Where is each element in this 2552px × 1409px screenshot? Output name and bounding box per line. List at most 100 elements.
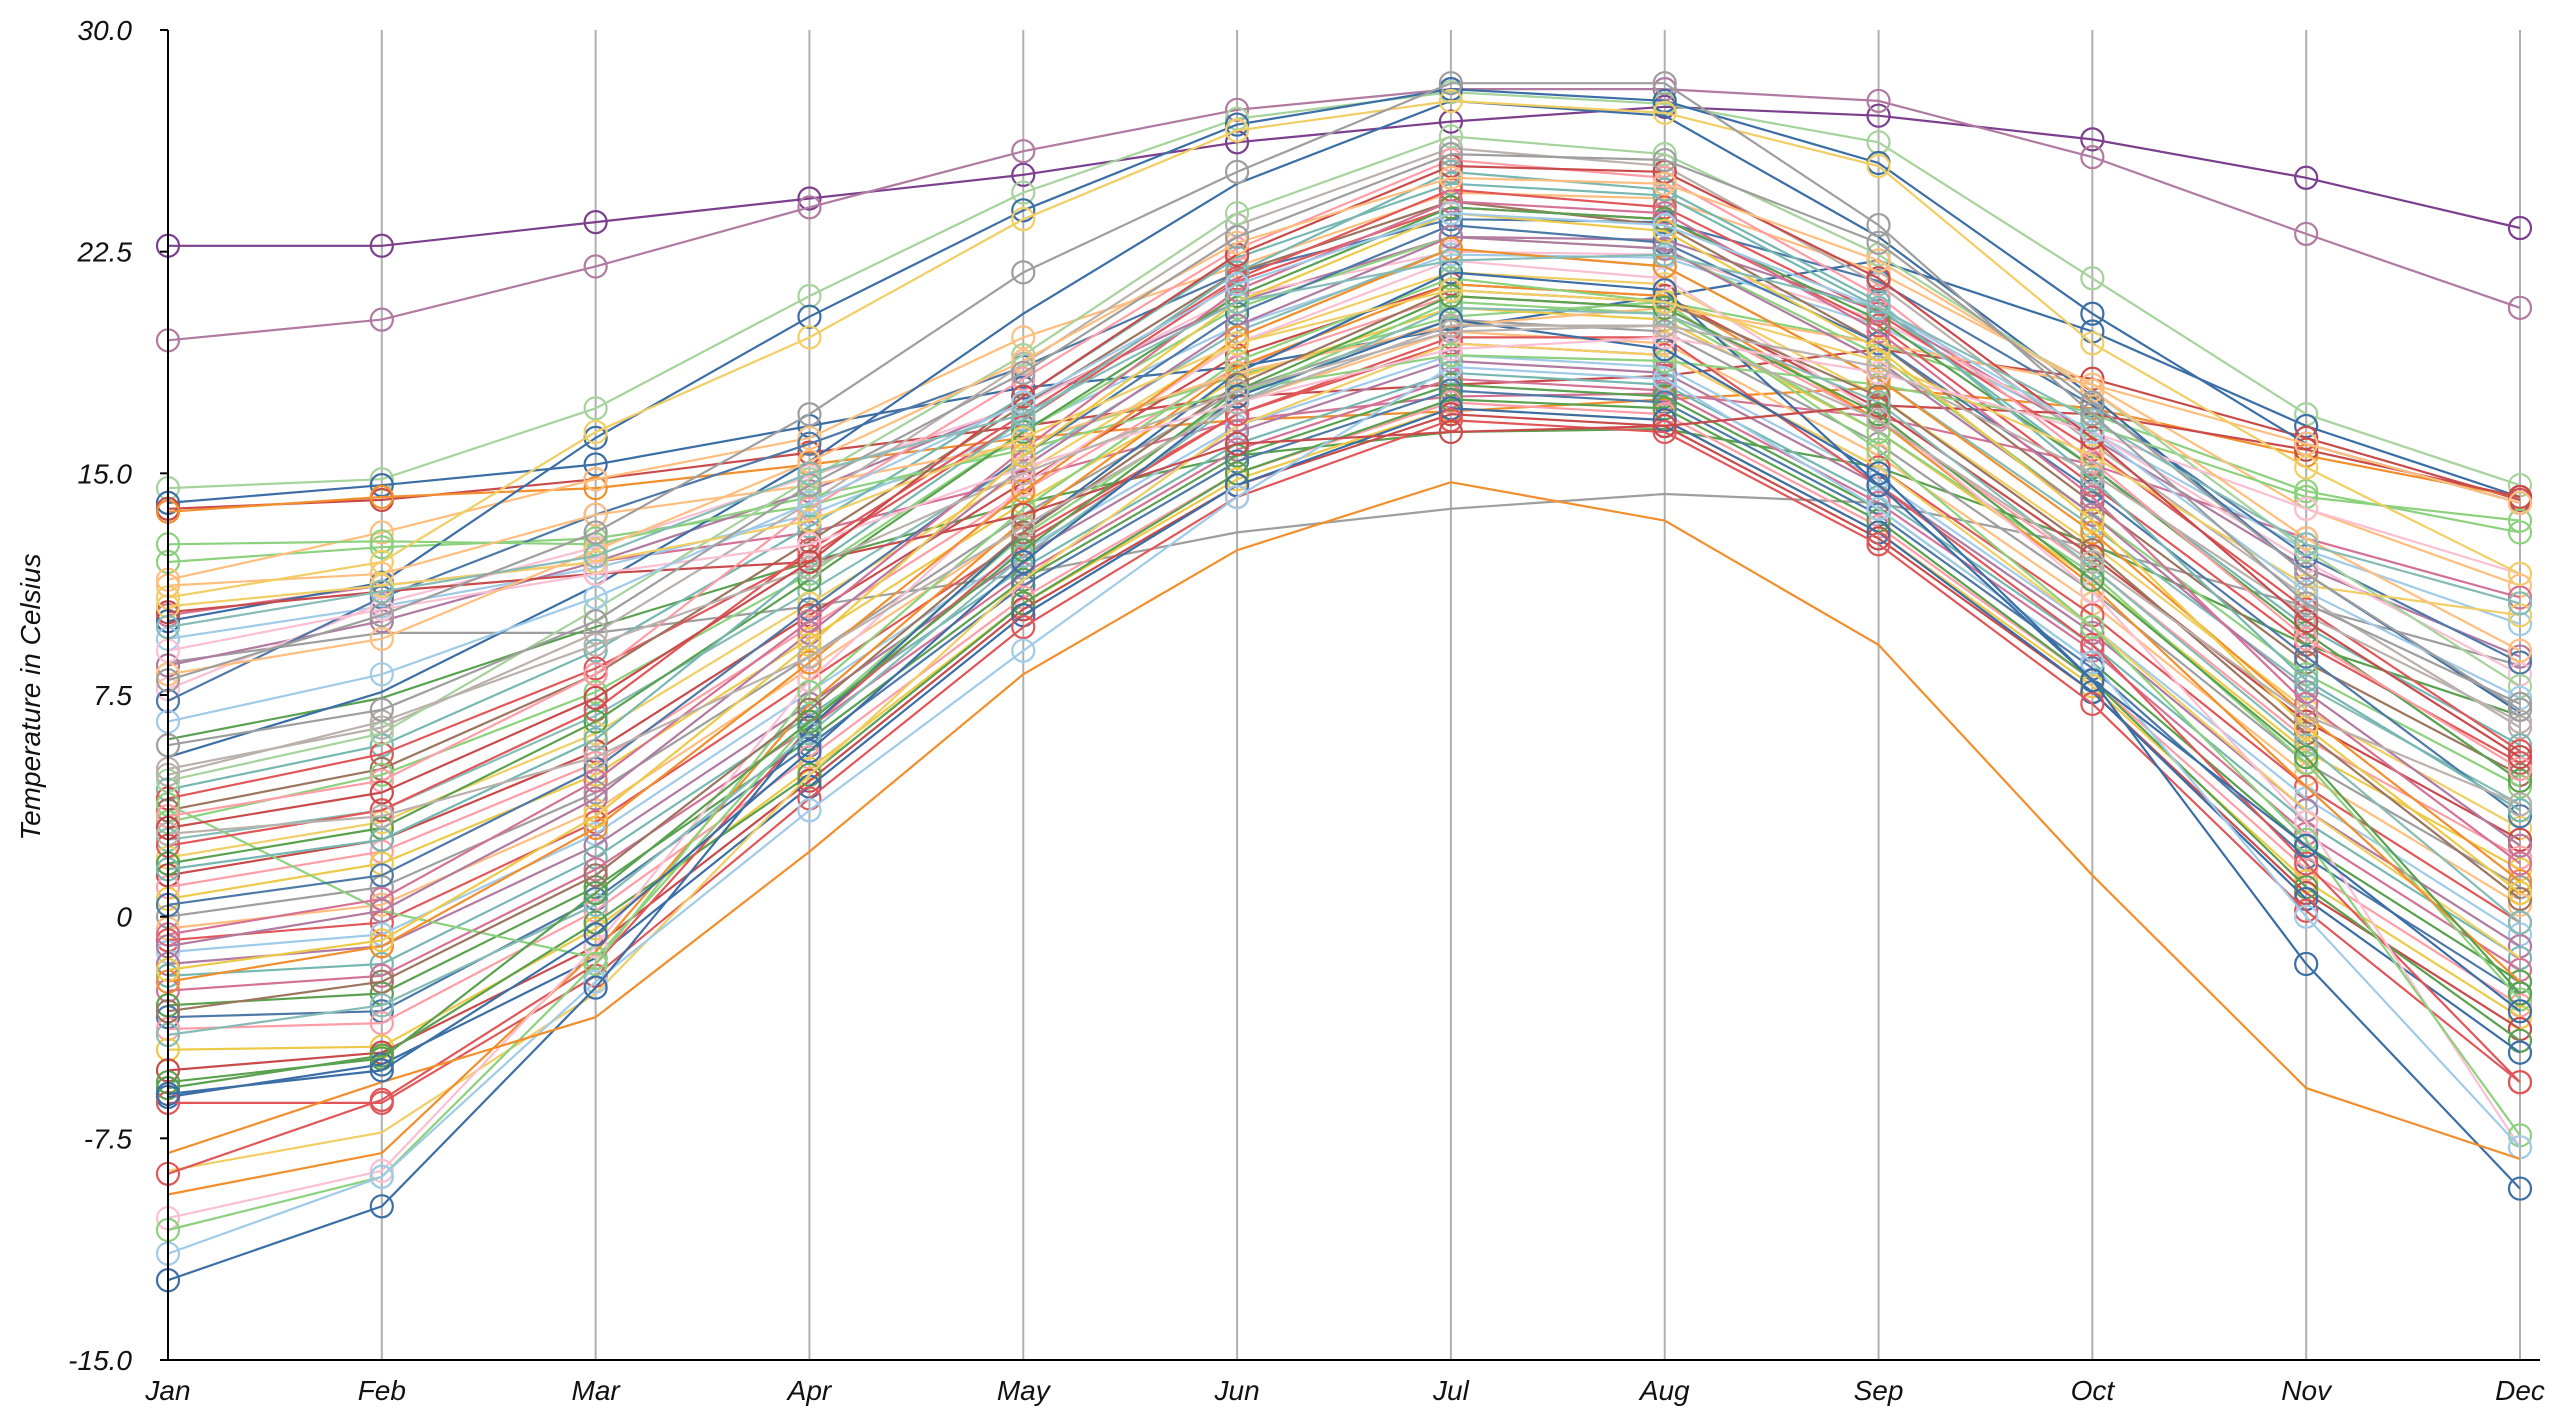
series-line — [167, 342, 2521, 1172]
series-line — [167, 383, 2521, 1007]
data-point — [2080, 408, 2105, 433]
series-line — [167, 404, 2521, 614]
data-point — [1438, 88, 1464, 114]
data-point — [2507, 603, 2533, 628]
data-point — [2294, 744, 2319, 770]
data-point — [1438, 319, 1464, 344]
data-point — [583, 502, 608, 527]
data-point — [1866, 130, 1891, 155]
y-tick-label: -7.5 — [84, 1123, 133, 1154]
data-point — [1438, 195, 1464, 220]
series-14 — [155, 239, 2533, 702]
series-line — [167, 250, 2521, 691]
series-line — [167, 99, 2521, 599]
x-tick-label: Aug — [1638, 1375, 1690, 1406]
series-line — [167, 247, 2521, 841]
data-point — [2507, 611, 2533, 637]
data-point — [2507, 910, 2533, 935]
data-point — [2507, 697, 2533, 722]
data-point — [583, 786, 608, 811]
series-79 — [155, 71, 2533, 716]
data-point — [583, 727, 608, 752]
data-point — [1224, 159, 1250, 184]
vertical-grid — [167, 30, 2521, 1360]
data-point — [1652, 419, 1677, 445]
data-point — [1652, 147, 1677, 173]
data-point — [2507, 744, 2533, 770]
data-point — [2507, 520, 2533, 545]
data-point — [369, 934, 394, 959]
data-point — [797, 626, 822, 651]
data-point — [2507, 886, 2533, 912]
series-line — [167, 306, 2521, 587]
data-point — [2294, 455, 2319, 480]
series-49 — [155, 354, 2533, 1266]
data-point — [583, 804, 608, 829]
data-point — [797, 508, 822, 533]
data-point — [369, 1164, 394, 1189]
data-point — [1438, 402, 1464, 427]
data-point — [2080, 674, 2105, 699]
x-tick-label: Jan — [144, 1375, 190, 1406]
data-point — [1011, 478, 1036, 504]
data-point — [1866, 103, 1891, 128]
data-point — [1011, 360, 1036, 385]
series-line — [167, 324, 2521, 776]
data-point — [2080, 502, 2105, 527]
data-point — [2507, 295, 2533, 320]
data-point — [1438, 159, 1464, 184]
data-point — [1438, 248, 1464, 273]
series-line — [167, 398, 2521, 1090]
series-line — [167, 176, 2521, 676]
series-line — [168, 418, 2521, 1105]
y-tick-label: 15.0 — [78, 458, 133, 489]
series-line — [167, 371, 2521, 977]
series-3 — [155, 79, 2533, 501]
data-point — [797, 549, 822, 575]
data-point — [2507, 561, 2533, 586]
data-point — [2080, 461, 2105, 486]
data-point — [2294, 703, 2319, 728]
data-point — [369, 742, 394, 767]
data-point — [1438, 201, 1464, 226]
data-point — [797, 325, 822, 350]
data-point — [369, 969, 394, 994]
data-point — [1224, 272, 1250, 297]
data-point — [369, 603, 394, 628]
data-point — [797, 186, 822, 211]
data-point — [369, 626, 394, 651]
data-point — [583, 561, 608, 586]
data-point — [2507, 768, 2533, 793]
data-point — [1011, 375, 1036, 400]
data-point — [2294, 750, 2319, 776]
series-line — [167, 235, 2521, 824]
data-point — [1011, 198, 1036, 223]
series-44 — [167, 342, 2521, 1172]
series-line — [167, 324, 2521, 835]
data-point — [2507, 508, 2533, 533]
series-35 — [155, 372, 2533, 1018]
series-line — [167, 87, 2521, 342]
data-point — [797, 431, 822, 456]
data-point — [1438, 387, 1464, 412]
data-point — [1224, 289, 1250, 315]
data-point — [1652, 212, 1677, 238]
data-point — [1438, 124, 1464, 149]
series-line — [167, 191, 2521, 587]
data-point — [1866, 437, 1891, 462]
data-point — [2507, 880, 2533, 906]
data-point — [2080, 301, 2105, 326]
series-line — [167, 158, 2521, 818]
data-point — [1224, 390, 1250, 415]
data-point — [583, 585, 608, 610]
data-point — [1866, 266, 1891, 291]
data-point — [369, 928, 394, 953]
data-point — [1652, 366, 1677, 391]
data-point — [1438, 337, 1464, 362]
data-point — [1866, 461, 1891, 486]
data-point — [797, 768, 822, 793]
data-point — [2294, 898, 2319, 923]
y-axis-title: Temperature in Celsius — [15, 554, 46, 841]
series-line — [167, 223, 2521, 906]
series-line — [167, 353, 2521, 546]
